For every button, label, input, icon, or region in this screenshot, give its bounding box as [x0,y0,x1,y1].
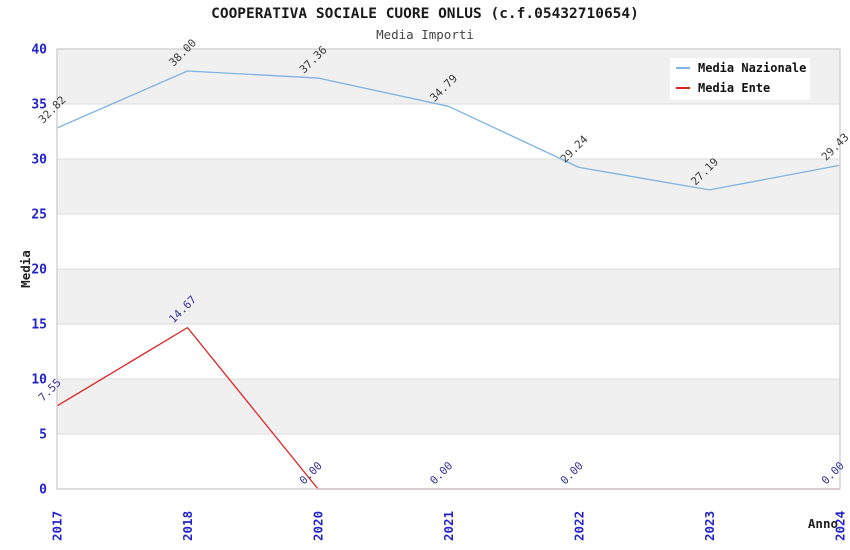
y-tick-label: 0 [39,483,47,498]
media-ente-line-swatch [676,87,690,89]
point-value-label: 0.00 [427,459,455,487]
y-tick-label: 5 [39,428,47,443]
chart-subtitle: Media Importi [376,27,474,42]
y-tick-label: 20 [31,263,47,278]
x-tick-label: 2018 [180,511,195,541]
y-tick-label: 35 [31,98,47,113]
legend-label: Media Nazionale [698,61,807,75]
point-value-label: 0.00 [819,459,847,487]
plot-border [56,48,841,490]
x-tick-label: 2017 [50,511,65,541]
point-value-label: 29.43 [819,131,850,164]
series-line-media-nazionale [56,70,841,191]
band-row [57,269,840,324]
chart-legend: Media Nazionale Media Ente [670,58,810,100]
y-axis-title: Media [18,250,33,288]
band-row [57,159,840,214]
x-tick-label: 2020 [311,511,326,541]
point-value-label: 0.00 [558,459,586,487]
y-tick-label: 25 [31,208,47,223]
legend-item-media-ente: Media Ente [670,78,810,98]
legend-item-media-nazionale: Media Nazionale [670,58,810,78]
media-nazionale-line-swatch [676,67,690,69]
band-row [57,379,840,434]
chart-title: COOPERATIVA SOCIALE CUORE ONLUS (c.f.054… [211,6,639,22]
x-tick-label: 2024 [833,511,848,541]
y-tick-label: 10 [31,373,47,388]
x-axis-title: Anno [808,516,838,531]
y-tick-label: 15 [31,318,47,333]
y-tick-label: 40 [31,43,47,58]
legend-label: Media Ente [698,81,771,95]
point-value-label: 0.00 [297,459,325,487]
x-tick-label: 2022 [572,511,587,541]
x-tick-label: 2021 [441,511,456,541]
x-tick-label: 2023 [702,511,717,541]
y-tick-label: 30 [31,153,47,168]
